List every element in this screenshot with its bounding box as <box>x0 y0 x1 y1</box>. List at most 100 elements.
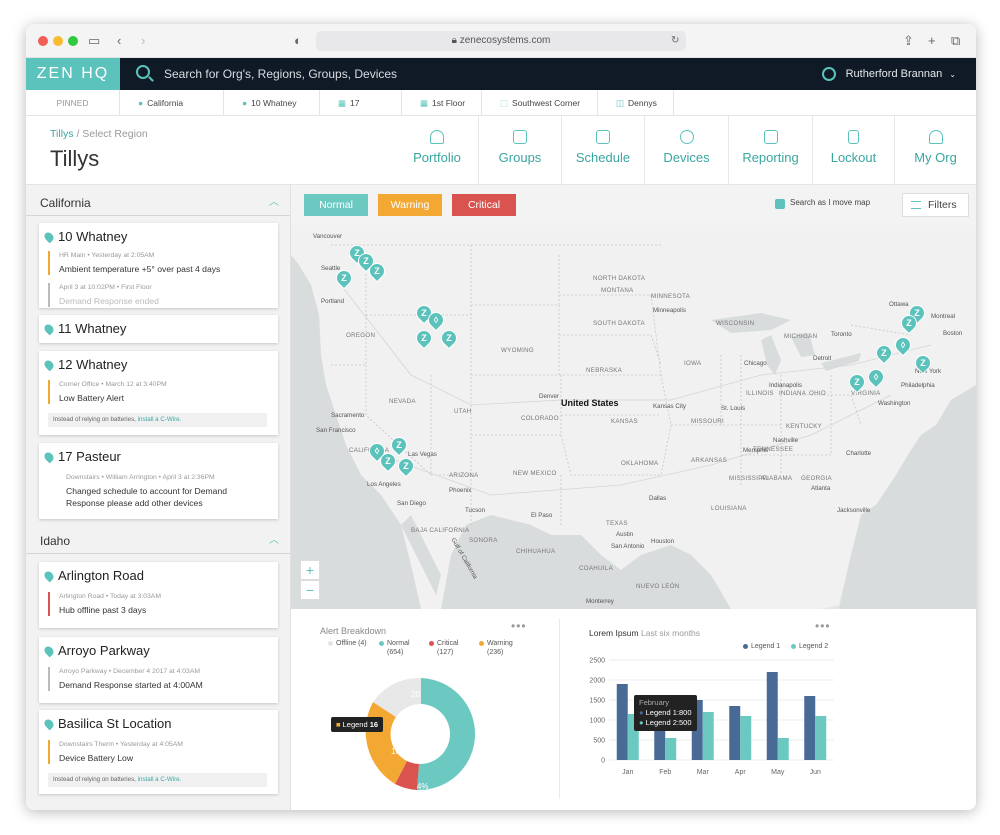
section-header-idaho[interactable]: Idaho ︿ <box>26 528 290 554</box>
pinned-item[interactable]: ● 10 Whatney <box>224 90 320 116</box>
pinned-item[interactable]: ⬚ Southwest Corner <box>482 90 598 116</box>
city-label: Boston <box>943 330 963 337</box>
bar-2-jan[interactable] <box>627 714 639 760</box>
user-menu[interactable]: Rutherford Brannan ⌄ <box>821 58 956 90</box>
c-wire-link[interactable]: install a C-Wire. <box>137 416 182 423</box>
zoom-out-button[interactable]: − <box>300 580 320 600</box>
tab-groups[interactable]: Groups <box>478 116 561 185</box>
pinned-item[interactable]: ▦17 Pasteur <box>320 90 402 134</box>
bar-2-feb[interactable] <box>665 738 677 760</box>
tab-devices[interactable]: Devices <box>644 116 728 185</box>
bar-2-may[interactable] <box>777 738 789 760</box>
alert-item[interactable]: Downstairs Therm • Yesterday at 4:05AM D… <box>48 740 183 764</box>
thermostat-icon: ◫ <box>616 98 625 108</box>
x-tick-label: May <box>771 769 785 776</box>
bar-1-jan[interactable] <box>616 684 628 760</box>
normal-filter-button[interactable]: Normal <box>304 194 368 216</box>
location-card[interactable]: Basilica St Location Downstairs Therm • … <box>39 710 278 794</box>
more-options-icon[interactable]: ••• <box>511 619 527 633</box>
location-title: 17 Pasteur <box>58 449 121 464</box>
bar-2-apr[interactable] <box>740 716 752 760</box>
critical-filter-button[interactable]: Critical <box>452 194 516 216</box>
lock-icon: 🔒︎ <box>451 35 460 46</box>
city-label: Las Vegas <box>408 451 437 458</box>
reload-icon[interactable]: ↻ <box>671 35 680 46</box>
pinned-item[interactable]: ▦ 1st Floor <box>402 90 482 116</box>
bar-2-mar[interactable] <box>702 712 714 760</box>
battery-note: Instead of relying on batteries, install… <box>48 773 267 787</box>
location-title: 10 Whatney <box>58 229 128 244</box>
alert-item[interactable]: April 3 at 10:02PM • First Floor Demand … <box>48 283 159 307</box>
minimize-window-button[interactable] <box>53 36 63 46</box>
browser-toolbar: ▭ ‹ › ◐ 🔒︎ zenecosystems.com ↻ ⇪ + ⧉ <box>26 24 976 58</box>
city-label: Indianapolis <box>769 382 803 389</box>
location-card[interactable]: 17 Pasteur Downstairs • William Arringto… <box>39 443 278 519</box>
alert-item[interactable]: Corner Office • March 12 at 3:40PM Low B… <box>48 380 167 404</box>
bar-chart[interactable]: 0 500 1000 1500 2000 2500 Jan Feb Mar Apr May Jun <box>583 654 843 804</box>
location-card[interactable]: 12 Whatney Corner Office • March 12 at 3… <box>39 351 278 435</box>
map-pin-icon <box>42 450 56 464</box>
city-label: Detroit <box>813 355 832 362</box>
c-wire-link[interactable]: install a C-Wire. <box>137 776 182 783</box>
alert-item[interactable]: Downstairs • William Arrington • April 3… <box>48 473 253 509</box>
alert-item[interactable]: Arlington Road • Today at 3:03AM Hub off… <box>48 592 161 616</box>
forward-icon[interactable]: › <box>141 33 146 48</box>
tabs-overview-icon[interactable]: ⧉ <box>951 33 961 48</box>
back-icon[interactable]: ‹ <box>117 33 122 48</box>
search-input[interactable] <box>164 64 644 84</box>
bar-1-may[interactable] <box>766 672 778 760</box>
location-card[interactable]: 10 Whatney HR Main • Yesterday at 2:05AM… <box>39 223 278 308</box>
battery-note: Instead of relying on batteries, install… <box>48 413 267 427</box>
location-card[interactable]: Arlington Road Arlington Road • Today at… <box>39 562 278 628</box>
tab-my-org[interactable]: My Org <box>894 116 976 185</box>
map-label: KANSAS <box>611 418 638 425</box>
close-window-button[interactable] <box>38 36 48 46</box>
zen-hq-logo[interactable]: ZEN HQ <box>26 58 120 90</box>
sidebar-toggle-icon[interactable]: ▭ <box>88 33 101 48</box>
map-label: ARIZONA <box>449 472 479 479</box>
city-label: Philadelphia <box>901 382 935 389</box>
bar-1-jun[interactable] <box>804 696 816 760</box>
pinned-label: PINNED <box>26 90 120 116</box>
alert-message: Ambient temperature +5° over past 4 days <box>59 264 221 274</box>
city-label: Seattle <box>321 265 341 272</box>
breadcrumb-root-link[interactable]: Tillys <box>50 128 74 140</box>
alert-item[interactable]: Arroyo Parkway • December 4 2017 at 4:03… <box>48 667 203 691</box>
pinned-item[interactable]: ● California <box>120 90 224 116</box>
new-tab-icon[interactable]: + <box>928 33 936 48</box>
location-card[interactable]: 11 Whatney <box>39 315 278 343</box>
maximize-window-button[interactable] <box>68 36 78 46</box>
breadcrumb: Tillys / Select Region <box>50 128 148 140</box>
filters-button[interactable]: Filters <box>902 193 969 217</box>
tab-portfolio[interactable]: Portfolio <box>396 116 478 185</box>
map-label: NEW MEXICO <box>513 470 557 477</box>
alert-meta: Arroyo Parkway • December 4 2017 at 4:03… <box>59 668 201 675</box>
bar-2-jun[interactable] <box>815 716 827 760</box>
pinned-item[interactable]: ◫ Dennys <box>598 90 674 116</box>
warning-filter-button[interactable]: Warning <box>378 194 442 216</box>
bar-tooltip: February ● Legend 1:800 ● Legend 2:500 <box>634 695 697 731</box>
share-icon[interactable]: ⇪ <box>903 33 914 48</box>
location-card[interactable]: Arroyo Parkway Arroyo Parkway • December… <box>39 637 278 703</box>
alert-message: Low Battery Alert <box>59 393 124 403</box>
bar-1-apr[interactable] <box>729 706 741 760</box>
bar-1-feb[interactable] <box>654 726 666 760</box>
bar-1-mar[interactable] <box>691 700 703 760</box>
map-label: MICHIGAN <box>784 333 818 340</box>
search-as-move-checkbox[interactable] <box>775 199 785 209</box>
alert-item[interactable]: HR Main • Yesterday at 2:05AM Ambient te… <box>48 251 220 275</box>
map[interactable]: MONTANA NORTH DAKOTA SOUTH DAKOTA MINNES… <box>291 225 976 609</box>
more-options-icon[interactable]: ••• <box>815 619 831 633</box>
zoom-in-button[interactable]: + <box>300 560 320 580</box>
url-bar[interactable]: 🔒︎ zenecosystems.com <box>316 31 686 51</box>
tab-reporting[interactable]: Reporting <box>728 116 812 185</box>
tab-schedule[interactable]: Schedule <box>561 116 644 185</box>
map-label: ALABAMA <box>761 475 793 482</box>
donut-chart[interactable]: 60 % 4% 16 % 20 <box>331 664 531 804</box>
x-tick-label: Apr <box>735 769 747 776</box>
tab-lockout[interactable]: Lockout <box>812 116 894 185</box>
chevron-up-icon[interactable]: ︿ <box>269 535 279 546</box>
chevron-up-icon[interactable]: ︿ <box>269 197 279 208</box>
section-header-california[interactable]: California ︿ <box>26 190 290 216</box>
legend-critical: Critical (127) <box>429 639 458 657</box>
